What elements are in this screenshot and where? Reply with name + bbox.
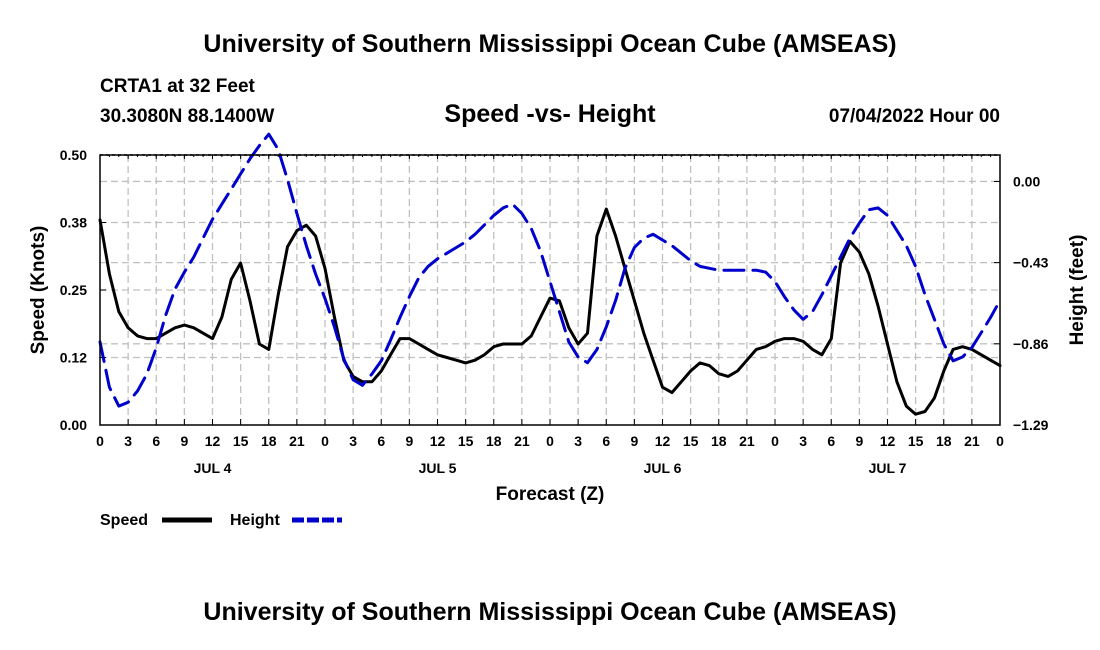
y-tick-label: 0.38 <box>60 215 87 231</box>
x-tick-label: 6 <box>377 433 385 449</box>
x-tick-label: 12 <box>205 433 221 449</box>
x-tick-label: 9 <box>855 433 863 449</box>
x-tick-label: 18 <box>261 433 277 449</box>
x-tick-label: 15 <box>683 433 699 449</box>
x-day-label: JUL 6 <box>644 460 682 476</box>
x-tick-label: 3 <box>349 433 357 449</box>
x-tick-label: 15 <box>908 433 924 449</box>
chart-subtitle: Speed -vs- Height <box>444 100 656 128</box>
x-tick-label: 3 <box>799 433 807 449</box>
station-coordinates: 30.3080N 88.1400W <box>100 106 275 127</box>
x-tick-label: 0 <box>771 433 779 449</box>
x-tick-label: 12 <box>430 433 446 449</box>
x-tick-label: 6 <box>602 433 610 449</box>
y-tick-label: 0.25 <box>60 282 87 298</box>
x-tick-label: 3 <box>124 433 132 449</box>
x-day-label: JUL 4 <box>194 460 232 476</box>
x-tick-label: 12 <box>655 433 671 449</box>
chart-footer-title: University of Southern Mississippi Ocean… <box>203 598 897 626</box>
y2-tick-label: −1.29 <box>1013 417 1049 433</box>
x-tick-label: 21 <box>289 433 305 449</box>
x-axis-title: Forecast (Z) <box>496 484 605 505</box>
x-tick-label: 3 <box>574 433 582 449</box>
y-tick-label: 0.50 <box>60 147 87 163</box>
x-tick-label: 9 <box>405 433 413 449</box>
x-tick-label: 6 <box>152 433 160 449</box>
y-tick-label: 0.12 <box>60 350 87 366</box>
legend-height-label: Height <box>230 512 280 529</box>
x-tick-label: 9 <box>630 433 638 449</box>
legend-speed-label: Speed <box>100 512 148 529</box>
chart-main-title: University of Southern Mississippi Ocean… <box>203 30 897 58</box>
x-tick-label: 9 <box>180 433 188 449</box>
forecast-datestamp: 07/04/2022 Hour 00 <box>828 106 1000 127</box>
x-tick-label: 18 <box>711 433 727 449</box>
x-day-label: JUL 7 <box>869 460 907 476</box>
x-tick-label: 15 <box>458 433 474 449</box>
y2-tick-label: −0.86 <box>1013 336 1049 352</box>
x-tick-label: 0 <box>996 433 1004 449</box>
x-tick-label: 0 <box>96 433 104 449</box>
x-tick-label: 18 <box>486 433 502 449</box>
y-tick-label: 0.00 <box>60 417 87 433</box>
x-day-label: JUL 5 <box>419 460 457 476</box>
x-tick-label: 21 <box>739 433 755 449</box>
x-tick-label: 15 <box>233 433 249 449</box>
x-tick-label: 0 <box>546 433 554 449</box>
x-tick-label: 18 <box>936 433 952 449</box>
x-tick-label: 21 <box>514 433 530 449</box>
x-tick-label: 6 <box>827 433 835 449</box>
y-axis-title: Speed (Knots) <box>28 226 49 355</box>
y2-tick-label: 0.00 <box>1013 173 1040 189</box>
x-tick-label: 21 <box>964 433 980 449</box>
y2-tick-label: −0.43 <box>1013 255 1049 271</box>
station-label: CRTA1 at 32 Feet <box>100 76 255 97</box>
x-tick-label: 0 <box>321 433 329 449</box>
y2-axis-title: Height (feet) <box>1067 235 1088 346</box>
height-series-line <box>98 132 1002 408</box>
x-tick-label: 12 <box>880 433 896 449</box>
